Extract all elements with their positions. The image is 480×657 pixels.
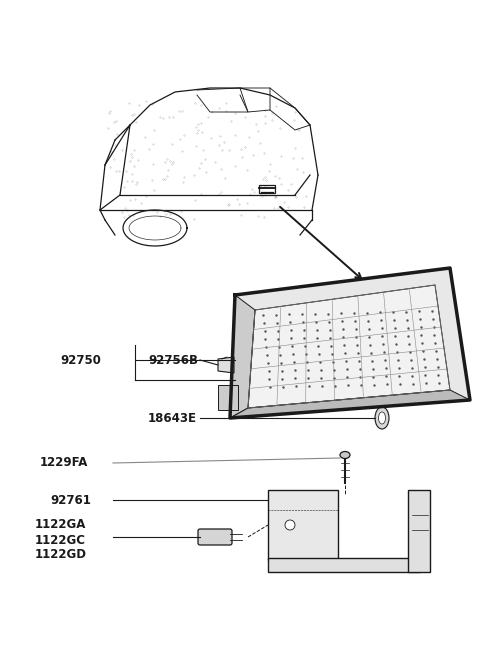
Polygon shape (230, 390, 470, 418)
FancyBboxPatch shape (198, 529, 232, 545)
Polygon shape (248, 285, 450, 408)
Polygon shape (230, 295, 255, 418)
Ellipse shape (375, 407, 389, 429)
Ellipse shape (285, 520, 295, 530)
Bar (218, 385, 238, 410)
Ellipse shape (379, 412, 385, 424)
Bar (259, 185, 275, 193)
Polygon shape (408, 490, 430, 572)
Text: 1122GD: 1122GD (35, 549, 87, 562)
Text: 92761: 92761 (50, 493, 91, 507)
Polygon shape (218, 357, 234, 373)
Text: 92750: 92750 (60, 353, 101, 367)
Text: 1122GC: 1122GC (35, 533, 86, 547)
Polygon shape (230, 268, 470, 418)
Text: 1122GA: 1122GA (35, 518, 86, 532)
Text: 1229FA: 1229FA (40, 457, 88, 470)
Text: 18643E: 18643E (148, 411, 197, 424)
Text: 92756B: 92756B (148, 353, 198, 367)
Ellipse shape (340, 451, 350, 459)
Polygon shape (268, 490, 338, 560)
Polygon shape (268, 558, 420, 572)
